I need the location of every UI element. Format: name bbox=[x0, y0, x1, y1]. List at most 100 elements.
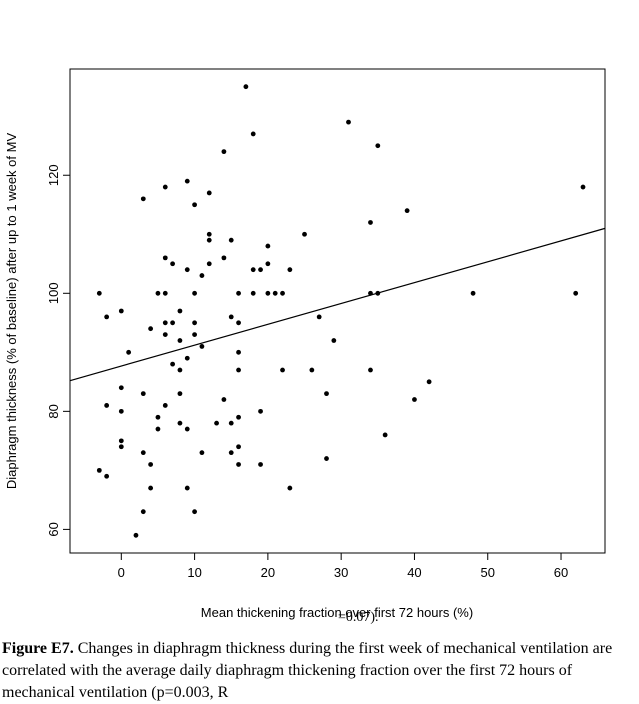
data-point bbox=[118, 408, 124, 414]
data-point bbox=[206, 231, 212, 237]
data-point bbox=[148, 485, 154, 491]
regression-line bbox=[69, 227, 606, 382]
data-point bbox=[250, 131, 256, 137]
data-point bbox=[258, 408, 263, 414]
data-point bbox=[265, 290, 271, 296]
x-tick-label: 0 bbox=[118, 565, 125, 580]
data-point bbox=[287, 267, 293, 273]
data-point bbox=[214, 420, 219, 426]
data-point bbox=[236, 320, 241, 326]
data-point bbox=[140, 391, 146, 397]
x-tick-label: 50 bbox=[481, 565, 495, 580]
data-point bbox=[236, 349, 241, 355]
data-point bbox=[177, 420, 183, 426]
y-axis: 60 80 100 120 bbox=[46, 164, 70, 537]
data-point bbox=[258, 462, 263, 467]
figure-label: Figure E7. bbox=[2, 640, 74, 657]
x-axis-label: Mean thickening fraction over first 72 h… bbox=[201, 605, 473, 620]
data-point bbox=[184, 426, 190, 432]
data-point bbox=[404, 208, 410, 214]
data-point bbox=[192, 320, 197, 326]
data-point bbox=[162, 255, 168, 261]
data-point bbox=[265, 243, 271, 249]
data-point bbox=[316, 314, 322, 320]
figure-caption: Figure E7. Changes in diaphragm thicknes… bbox=[2, 638, 634, 704]
data-point bbox=[375, 143, 381, 149]
data-point bbox=[177, 338, 183, 343]
caption-overflow-fragment: =0.07). bbox=[338, 610, 379, 625]
data-point bbox=[206, 190, 212, 196]
data-point bbox=[96, 467, 102, 473]
data-point bbox=[228, 237, 234, 243]
data-point bbox=[192, 332, 197, 338]
data-point bbox=[184, 267, 190, 273]
y-axis-label: Diaphragm thickness (% of baseline) afte… bbox=[4, 133, 19, 490]
data-point bbox=[368, 290, 373, 296]
data-point bbox=[118, 385, 124, 391]
data-point bbox=[140, 196, 146, 202]
data-point bbox=[162, 332, 168, 338]
data-point bbox=[184, 178, 190, 184]
data-point bbox=[221, 255, 227, 261]
data-point bbox=[177, 391, 183, 397]
data-point bbox=[580, 184, 586, 190]
data-point bbox=[309, 367, 315, 373]
data-point bbox=[184, 485, 190, 491]
data-point bbox=[243, 84, 249, 90]
data-point bbox=[228, 450, 234, 456]
data-point bbox=[184, 355, 190, 361]
data-point bbox=[346, 119, 351, 125]
data-point bbox=[199, 450, 205, 456]
data-point bbox=[155, 426, 161, 432]
data-point bbox=[287, 485, 293, 491]
data-point bbox=[236, 367, 241, 373]
data-point bbox=[228, 314, 234, 320]
x-tick-label: 20 bbox=[261, 565, 275, 580]
y-tick-label: 120 bbox=[46, 164, 61, 186]
data-point bbox=[250, 290, 256, 296]
data-point bbox=[177, 367, 183, 373]
data-point bbox=[258, 267, 263, 273]
x-tick-label: 60 bbox=[554, 565, 568, 580]
data-point bbox=[236, 444, 241, 450]
x-tick-label: 10 bbox=[187, 565, 201, 580]
data-point bbox=[162, 184, 168, 190]
data-point bbox=[368, 220, 373, 225]
data-point bbox=[162, 290, 168, 296]
data-point bbox=[324, 456, 329, 461]
data-point bbox=[118, 444, 124, 450]
data-point bbox=[206, 261, 212, 267]
data-point bbox=[368, 367, 373, 373]
data-point bbox=[170, 320, 176, 326]
data-point bbox=[170, 261, 176, 267]
data-point bbox=[192, 202, 197, 208]
data-point bbox=[280, 290, 285, 296]
data-point bbox=[155, 414, 161, 420]
data-point bbox=[199, 273, 205, 278]
data-point bbox=[96, 290, 102, 296]
data-point bbox=[573, 290, 579, 296]
data-point bbox=[118, 438, 124, 444]
data-point bbox=[221, 149, 227, 155]
data-point bbox=[302, 231, 307, 237]
x-tick-label: 30 bbox=[334, 565, 348, 580]
caption-text: Changes in diaphragm thickness during th… bbox=[2, 640, 613, 701]
data-point bbox=[250, 267, 256, 273]
data-point bbox=[170, 361, 176, 367]
x-axis: 0 10 20 30 40 50 60 bbox=[118, 553, 568, 580]
data-point bbox=[375, 290, 381, 296]
data-point bbox=[148, 462, 154, 467]
y-tick-label: 60 bbox=[46, 522, 61, 536]
data-point bbox=[206, 237, 212, 243]
data-point bbox=[412, 397, 417, 402]
data-point bbox=[221, 397, 227, 402]
data-point bbox=[236, 462, 241, 467]
data-points bbox=[96, 84, 586, 538]
data-point bbox=[199, 344, 205, 349]
data-point bbox=[148, 326, 154, 332]
data-point bbox=[104, 314, 110, 320]
data-point bbox=[162, 320, 168, 326]
data-point bbox=[192, 290, 197, 296]
data-point bbox=[133, 532, 139, 538]
data-point bbox=[192, 509, 197, 515]
